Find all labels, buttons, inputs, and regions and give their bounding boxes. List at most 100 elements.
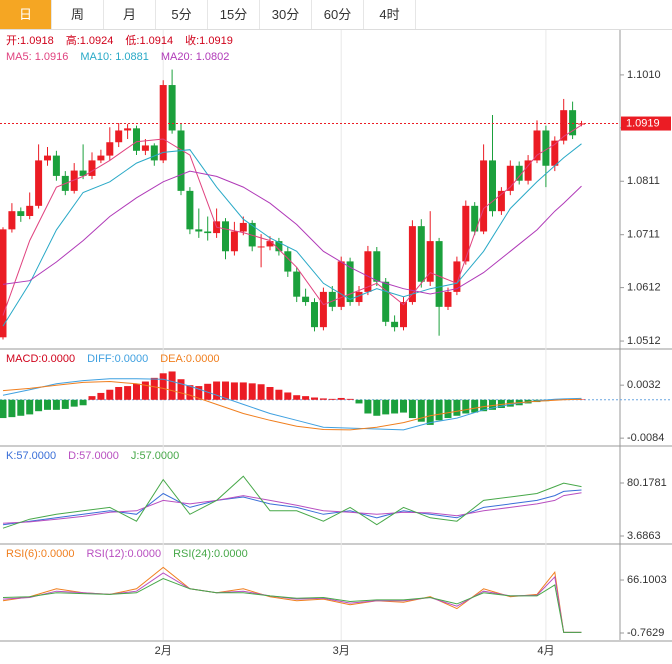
- macd-bar: [311, 397, 318, 400]
- candle-body: [346, 261, 354, 303]
- candle-body: [373, 251, 381, 282]
- indicator-line: [2, 566, 582, 633]
- macd-bar: [417, 399, 425, 422]
- candle-body: [400, 302, 407, 328]
- macd-bar: [373, 399, 381, 416]
- macd-bar: [213, 381, 221, 400]
- macd-bar: [133, 383, 140, 400]
- candle-body: [480, 160, 488, 232]
- candle-body: [44, 155, 51, 161]
- macd-bar: [355, 399, 363, 404]
- macd-bar: [337, 397, 345, 400]
- candle-body: [551, 140, 559, 166]
- macd-bar: [115, 386, 123, 400]
- indicator-line: [2, 378, 582, 431]
- y-tick-label: 1.0612: [627, 282, 661, 294]
- candle-body: [382, 281, 390, 322]
- legend-item: DEA:0.0000: [160, 353, 219, 365]
- period-tab[interactable]: 月: [104, 0, 156, 29]
- macd-bar: [444, 399, 452, 419]
- candle-body: [471, 205, 479, 232]
- legend-item: 开:1.0918: [6, 35, 54, 47]
- indicator-line: [2, 489, 582, 526]
- period-tab[interactable]: 5分: [156, 0, 208, 29]
- candle-body: [177, 130, 185, 191]
- candle-body: [435, 241, 443, 307]
- legend-item: 收:1.0919: [185, 33, 233, 47]
- macd-bar: [97, 392, 105, 400]
- macd-bar: [79, 399, 87, 406]
- macd-bar: [275, 389, 283, 400]
- macd-bar: [266, 386, 274, 400]
- candle-body: [0, 229, 7, 338]
- legend-item: DIFF:0.0000: [87, 353, 148, 365]
- macd-bar: [35, 399, 43, 412]
- candle-body: [515, 165, 523, 181]
- legend-item: RSI(12):0.0000: [86, 548, 161, 560]
- period-tab[interactable]: 周: [52, 0, 104, 29]
- macd-bar: [328, 398, 336, 400]
- candle-body: [168, 85, 176, 131]
- macd-bar: [319, 398, 327, 400]
- y-tick-label: 1.1010: [627, 69, 661, 81]
- candle-body: [417, 226, 425, 282]
- macd-bar: [186, 385, 194, 400]
- macd-bar: [453, 399, 461, 416]
- indicator-line: [2, 124, 582, 316]
- macd-bar: [124, 386, 132, 400]
- candle-body: [115, 130, 123, 143]
- candle-body: [195, 229, 203, 232]
- indicator-line: [2, 572, 582, 633]
- period-tab[interactable]: 15分: [208, 0, 260, 29]
- x-tick-label: 3月: [333, 645, 350, 657]
- macd-bar: [364, 399, 372, 414]
- y-tick-label: -0.7629: [627, 627, 664, 639]
- candle-body: [141, 145, 149, 151]
- candle-body: [497, 190, 505, 212]
- x-tick-label: 4月: [537, 645, 554, 657]
- candle-body: [391, 321, 399, 328]
- legend-item: RSI(24):0.0000: [173, 548, 248, 560]
- macd-bar: [61, 399, 69, 409]
- macd-bar: [150, 377, 158, 400]
- candle-body: [319, 291, 327, 328]
- candle-body: [462, 205, 470, 262]
- candle-body: [302, 296, 310, 303]
- candle-body: [293, 271, 301, 297]
- macd-bar: [408, 399, 416, 419]
- y-tick-label: 1.0512: [627, 335, 661, 347]
- macd-bar: [141, 381, 149, 400]
- candle-body: [133, 128, 140, 151]
- y-tick-label: 3.6863: [627, 530, 661, 542]
- legend-item: D:57.0000: [68, 450, 119, 462]
- macd-bar: [70, 399, 78, 407]
- y-tick-label: 1.0711: [627, 229, 660, 241]
- candle-body: [186, 190, 194, 230]
- macd-bar: [248, 383, 256, 400]
- candle-body: [355, 291, 363, 303]
- indicator-line: [2, 492, 582, 524]
- candle-body: [533, 130, 541, 161]
- candle-body: [26, 205, 34, 216]
- candle-body: [426, 241, 434, 282]
- candle-body: [88, 160, 96, 176]
- legend-item: MA5: 1.0916: [6, 51, 68, 63]
- indicator-line: [2, 475, 582, 529]
- candle-body: [337, 261, 345, 307]
- legend-item: RSI(6):0.0000: [6, 548, 74, 560]
- candle-body: [257, 246, 265, 248]
- legend-item: MA10: 1.0881: [80, 51, 149, 63]
- y-tick-label: 0.0032: [627, 379, 661, 391]
- candle-body: [239, 222, 247, 232]
- macd-bar: [391, 399, 399, 414]
- period-tab[interactable]: 60分: [312, 0, 364, 29]
- candle-body: [560, 110, 568, 141]
- period-tab[interactable]: 日: [0, 0, 52, 29]
- candle-body: [328, 291, 336, 307]
- period-tab[interactable]: 30分: [260, 0, 312, 29]
- macd-bar: [159, 373, 167, 400]
- candle-body: [70, 170, 78, 191]
- period-tab[interactable]: 4时: [364, 0, 416, 29]
